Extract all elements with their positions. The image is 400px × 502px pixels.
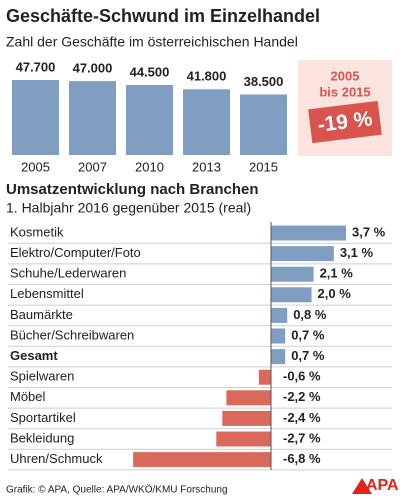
chart-subtitle: 1. Halbjahr 2016 gegenüber 2015 (real) xyxy=(6,200,251,216)
x-tick-label: 2015 xyxy=(249,159,278,174)
x-tick-label: 2013 xyxy=(192,159,221,174)
value-label: 38.500 xyxy=(244,74,284,89)
badge: -19 % xyxy=(308,100,382,144)
category-label: Uhren/Schmuck xyxy=(10,451,103,466)
bar xyxy=(271,266,314,282)
category-label: Kosmetik xyxy=(10,224,64,239)
bar xyxy=(12,80,59,155)
value-label: -2,7 % xyxy=(283,430,321,445)
category-label: Schuhe/Lederwaren xyxy=(10,266,126,281)
x-tick-label: 2005 xyxy=(21,159,50,174)
value-label: 2,0 % xyxy=(318,286,352,301)
bar xyxy=(69,81,116,155)
value-label: 44.500 xyxy=(130,64,170,79)
bar xyxy=(271,328,286,344)
value-label: 0,7 % xyxy=(291,327,325,342)
logo: APA xyxy=(366,477,399,494)
value-label: 47.000 xyxy=(73,61,113,76)
bar xyxy=(271,246,334,262)
value-label: -2,2 % xyxy=(283,389,321,404)
value-label: -0,6 % xyxy=(283,369,321,384)
category-label: Bücher/Schreibwaren xyxy=(10,327,134,342)
chart-title: Geschäfte-Schwund im Einzelhandel xyxy=(6,6,320,26)
bar xyxy=(271,349,286,365)
footer: Grafik: © APA, Quelle: APA/WKÖ/KMU Forsc… xyxy=(6,484,228,496)
value-label: 3,7 % xyxy=(352,224,386,239)
value-label: 47.700 xyxy=(16,59,56,74)
value-label: -6,8 % xyxy=(283,451,321,466)
bar xyxy=(216,431,271,447)
value-label: 41.800 xyxy=(187,69,227,84)
bar xyxy=(271,287,312,303)
annotation: 2005 xyxy=(331,68,360,83)
category-label: Spielwaren xyxy=(10,369,74,384)
chart-subtitle: Zahl der Geschäfte im österreichischen H… xyxy=(6,34,298,50)
category-label: Gesamt xyxy=(10,348,58,363)
category-label: Bekleidung xyxy=(10,430,74,445)
x-tick-label: 2007 xyxy=(78,159,107,174)
value-label: 3,1 % xyxy=(340,245,374,260)
badge-box xyxy=(308,100,382,144)
chart-title: Umsatzentwicklung nach Branchen xyxy=(6,181,259,198)
bar xyxy=(258,369,271,385)
annotation: bis 2015 xyxy=(319,84,370,99)
bar xyxy=(271,307,288,323)
category-label: Lebensmittel xyxy=(10,286,84,301)
bar xyxy=(271,225,346,241)
bar xyxy=(222,410,271,426)
bar xyxy=(183,89,230,155)
category-label: Baumärkte xyxy=(10,307,73,322)
category-label: Elektro/Computer/Foto xyxy=(10,245,141,260)
bar xyxy=(133,452,271,468)
value-label: 0,7 % xyxy=(291,348,325,363)
value-label: -2,4 % xyxy=(283,410,321,425)
bar xyxy=(226,390,271,406)
logo-icon xyxy=(352,478,372,494)
category-label: Sportartikel xyxy=(10,410,76,425)
bar xyxy=(126,85,173,155)
x-tick-label: 2010 xyxy=(135,159,164,174)
value-label: 0,8 % xyxy=(293,307,327,322)
category-label: Möbel xyxy=(10,389,46,404)
value-label: 2,1 % xyxy=(320,266,354,281)
bar xyxy=(240,94,287,155)
